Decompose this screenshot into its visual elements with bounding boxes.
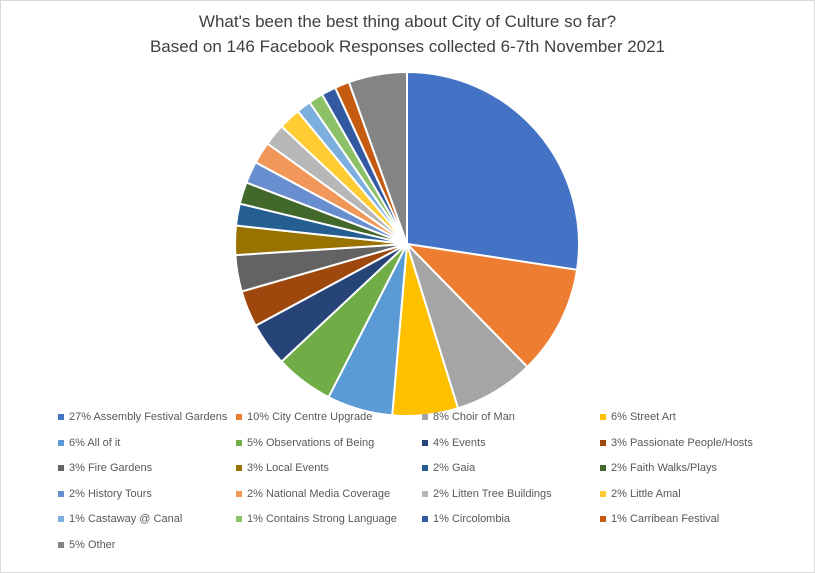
legend-label-13: 2% History Tours xyxy=(69,487,152,500)
legend-key-7 xyxy=(422,439,428,446)
legend-label-3: 8% Choir of Man xyxy=(433,411,515,423)
legend-item-13: 2% History Tours xyxy=(58,488,152,500)
pie-slice-21 xyxy=(347,70,408,245)
legend-label-21: 5% Other xyxy=(69,538,116,551)
legend-item-15: 2% Litten Tree Buildings xyxy=(422,488,552,500)
legend-item-10: 3% Local Events xyxy=(236,462,329,474)
chart-title: What's been the best thing about City of… xyxy=(198,12,617,31)
legend-label-4: 6% Street Art xyxy=(611,411,676,423)
legend-item-6: 5% Observations of Being xyxy=(236,437,374,449)
legend-item-16: 2% Little Amal xyxy=(600,488,681,500)
legend-label-16: 2% Little Amal xyxy=(611,487,681,500)
legend-item-18: 1% Contains Strong Language xyxy=(236,513,397,525)
chart-title-block: What's been the best thing about City of… xyxy=(0,9,815,59)
legend-label-12: 2% Faith Walks/Plays xyxy=(611,462,717,474)
pie-slices xyxy=(234,70,580,417)
legend-key-1 xyxy=(58,414,64,420)
legend-item-11: 2% Gaia xyxy=(422,462,475,474)
legend-key-12 xyxy=(600,465,606,471)
legend-key-18 xyxy=(236,516,242,522)
legend-label-19: 1% Circolombia xyxy=(433,513,511,525)
legend-key-6 xyxy=(236,439,242,446)
legend-item-7: 4% Events xyxy=(422,437,486,449)
legend-key-11 xyxy=(422,465,428,471)
legend-item-3: 8% Choir of Man xyxy=(422,411,515,423)
legend-label-9: 3% Fire Gardens xyxy=(69,462,153,474)
legend-item-17: 1% Castaway @ Canal xyxy=(58,513,182,525)
legend-label-5: 6% All of it xyxy=(69,436,121,449)
legend-key-14 xyxy=(236,490,242,497)
legend-item-1: 27% Assembly Festival Gardens xyxy=(58,411,227,423)
legend-label-10: 3% Local Events xyxy=(247,462,329,474)
legend-item-20: 1% Carribean Festival xyxy=(600,513,719,525)
legend-item-2: 10% City Centre Upgrade xyxy=(236,411,372,423)
legend-key-21 xyxy=(58,541,64,548)
legend-item-5: 6% All of it xyxy=(58,437,120,449)
legend-label-20: 1% Carribean Festival xyxy=(611,513,720,525)
legend-key-15 xyxy=(422,490,428,497)
legend-key-20 xyxy=(600,516,606,522)
legend-label-11: 2% Gaia xyxy=(433,462,476,474)
legend-key-8 xyxy=(600,439,606,446)
legend-key-4 xyxy=(600,414,606,420)
legend-key-17 xyxy=(58,516,64,522)
legend-label-8: 3% Passionate People/Hosts xyxy=(611,436,753,449)
legend-key-13 xyxy=(58,490,64,497)
legend-label-7: 4% Events xyxy=(433,436,486,449)
legend-label-2: 10% City Centre Upgrade xyxy=(247,411,373,423)
legend-item-12: 2% Faith Walks/Plays xyxy=(600,462,717,474)
legend-key-5 xyxy=(58,439,64,446)
pie-slice-2 xyxy=(404,242,579,369)
legend-item-19: 1% Circolombia xyxy=(422,513,510,525)
legend-label-15: 2% Litten Tree Buildings xyxy=(433,487,552,500)
legend-label-1: 27% Assembly Festival Gardens xyxy=(69,411,228,423)
pie-slice-1 xyxy=(406,70,580,271)
legend-key-9 xyxy=(58,465,64,471)
legend-label-6: 5% Observations of Being xyxy=(247,436,375,449)
legend-item-14: 2% National Media Coverage xyxy=(236,488,390,500)
legend-item-8: 3% Passionate People/Hosts xyxy=(600,437,753,449)
legend-label-18: 1% Contains Strong Language xyxy=(247,513,397,525)
legend-key-3 xyxy=(422,414,428,420)
chart-subtitle: Based on 146 Facebook Responses collecte… xyxy=(149,37,666,56)
legend-key-2 xyxy=(236,414,242,420)
legend-label-17: 1% Castaway @ Canal xyxy=(69,513,183,525)
legend-item-9: 3% Fire Gardens xyxy=(58,462,152,474)
legend-key-19 xyxy=(422,516,428,522)
legend-item-4: 6% Street Art xyxy=(600,411,676,423)
legend-key-16 xyxy=(600,490,606,497)
legend-key-10 xyxy=(236,465,242,471)
legend-item-21: 5% Other xyxy=(58,539,115,551)
legend-label-14: 2% National Media Coverage xyxy=(247,487,391,500)
